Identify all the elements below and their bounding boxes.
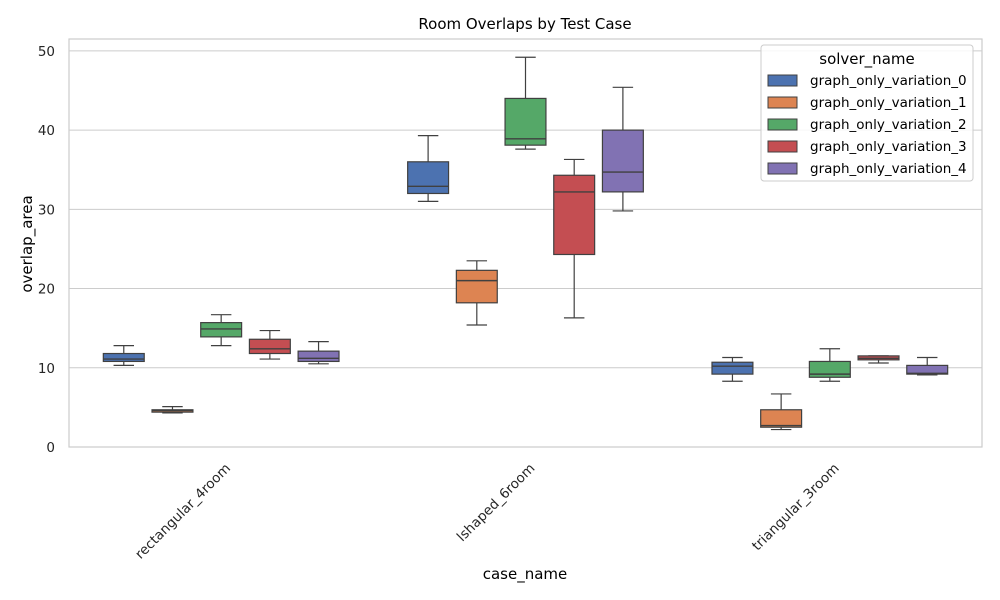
box-body [102, 352, 145, 363]
box-body [455, 269, 498, 304]
box-graph_only_variation_1-rectangular_4room [151, 405, 194, 414]
y-tick-label: 50 [38, 44, 55, 60]
legend-items: graph_only_variation_0 graph_only_variati… [767, 73, 967, 177]
legend-item: graph_only_variation_2 [767, 117, 967, 133]
y-axis-label: overlap_area [18, 195, 37, 292]
box-graph_only_variation_0-rectangular_4room [102, 344, 145, 366]
x-tick-label: rectangular_4room [132, 461, 234, 563]
legend-item: graph_only_variation_1 [767, 95, 967, 111]
box-graph_only_variation_1-triangular_3room [760, 393, 803, 431]
box-body [808, 360, 851, 378]
y-tick-label: 40 [38, 123, 55, 139]
y-tick-label: 30 [38, 202, 55, 218]
legend-label: graph_only_variation_2 [810, 117, 967, 133]
legend-label: graph_only_variation_3 [810, 139, 967, 155]
legend: solver_name graph_only_variation_0graph_… [760, 44, 974, 182]
box-graph_only_variation_2-rectangular_4room [200, 314, 243, 347]
legend-item: graph_only_variation_0 [767, 73, 967, 89]
x-tick-label: lshaped_6room [454, 461, 538, 545]
box-graph_only_variation_2-lshaped_6room [504, 56, 547, 150]
legend-item: graph_only_variation_4 [767, 161, 967, 177]
box-graph_only_variation_3-rectangular_4room [248, 329, 291, 360]
plot-frame [68, 38, 983, 448]
box-graph_only_variation_0-triangular_3room [711, 356, 754, 382]
box-body [248, 338, 291, 355]
legend-title: solver_name [819, 50, 914, 69]
box-graph_only_variation_4-triangular_3room [906, 356, 949, 376]
x-tick-label: triangular_3room [749, 461, 843, 555]
box-body [601, 129, 644, 193]
box-body [553, 174, 596, 256]
box-body [200, 322, 243, 338]
box-body [297, 350, 340, 363]
legend-item: graph_only_variation_3 [767, 139, 967, 155]
x-axis-label: case_name [483, 565, 568, 584]
legend-swatch [767, 118, 798, 131]
y-axis-ticks: 0 10 20 30 40 50 [38, 44, 55, 456]
box-body [906, 364, 949, 375]
box-plot-area [102, 56, 949, 431]
box-graph_only_variation_1-lshaped_6room [455, 260, 498, 326]
x-axis-ticks: rectangular_4room lshaped_6room triangular… [132, 461, 843, 563]
box-body [760, 409, 803, 428]
legend-label: graph_only_variation_4 [810, 161, 967, 177]
box-graph_only_variation_4-lshaped_6room [601, 86, 644, 212]
legend-swatch [767, 140, 798, 153]
box-graph_only_variation_3-triangular_3room [857, 355, 900, 364]
legend-swatch [767, 74, 798, 87]
legend-label: graph_only_variation_1 [810, 95, 967, 111]
box-graph_only_variation_0-lshaped_6room [407, 135, 450, 203]
legend-swatch [767, 162, 798, 175]
y-tick-label: 0 [46, 440, 55, 456]
box-body [504, 97, 547, 146]
box-graph_only_variation_3-lshaped_6room [553, 158, 596, 319]
box-body [711, 361, 754, 375]
chart-title: Room Overlaps by Test Case [418, 15, 631, 33]
y-tick-label: 10 [38, 361, 55, 377]
box-graph_only_variation_4-rectangular_4room [297, 341, 340, 365]
box-body [407, 161, 450, 195]
legend-label: graph_only_variation_0 [810, 73, 967, 89]
y-tick-label: 20 [38, 282, 55, 298]
legend-swatch [767, 96, 798, 109]
legend-frame [760, 44, 974, 182]
box-graph_only_variation_2-triangular_3room [808, 348, 851, 382]
